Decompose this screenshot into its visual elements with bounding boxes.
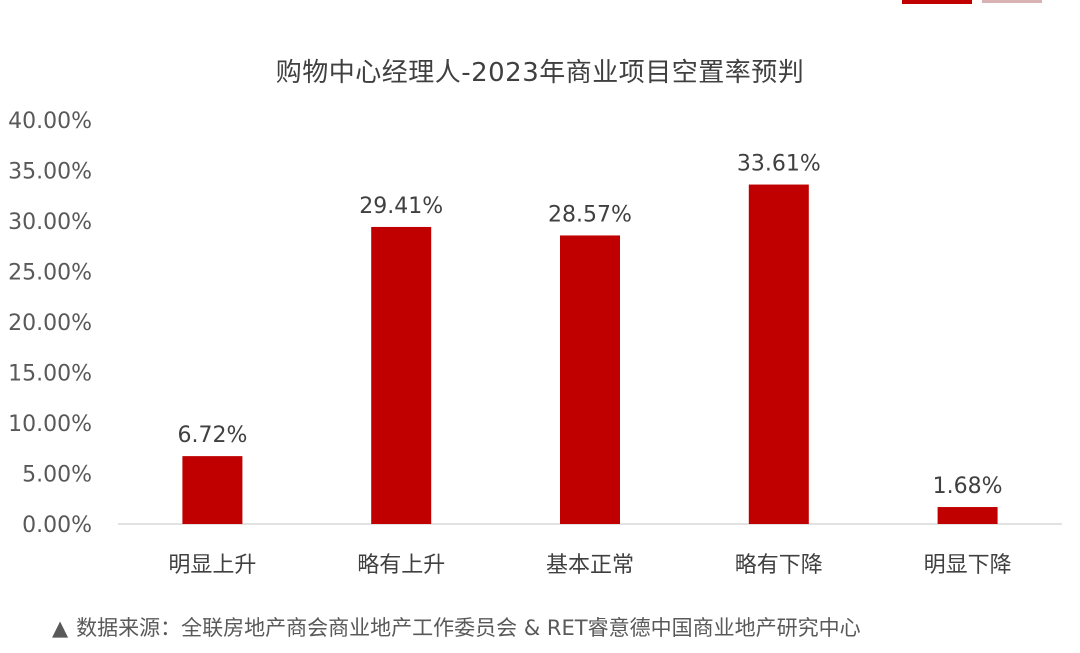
data-label: 29.41%: [359, 194, 443, 219]
y-tick-label: 0.00%: [22, 513, 92, 538]
x-category-label: 略有上升: [357, 553, 445, 578]
triangle-icon: ▲: [52, 616, 69, 640]
x-category-label: 略有下降: [735, 553, 823, 578]
y-tick-label: 35.00%: [8, 160, 92, 185]
chart-title: 购物中心经理人-2023年商业项目空置率预判: [275, 58, 805, 88]
bar-4: [748, 184, 809, 524]
x-category-labels: 明显上升 略有上升 基本正常 略有下降 明显下降: [168, 553, 1011, 578]
source-note: ▲ 数据来源：全联房地产商会商业地产工作委员会 & RET睿意德中国商业地产研究中…: [52, 612, 861, 642]
bar-3: [560, 235, 620, 524]
source-text: 数据来源：全联房地产商会商业地产工作委员会 & RET睿意德中国商业地产研究中心: [76, 616, 861, 640]
data-label: 28.57%: [548, 202, 632, 227]
y-tick-label: 25.00%: [8, 261, 92, 286]
y-tick-label: 30.00%: [8, 210, 92, 235]
x-category-label: 明显下降: [924, 553, 1012, 578]
corner-decoration: [902, 0, 1052, 6]
bar-2: [371, 226, 432, 525]
corner-bar-light: [982, 0, 1042, 3]
data-labels: 6.72% 29.41% 28.57% 33.61% 1.68%: [177, 152, 1002, 499]
bar-5: [937, 507, 998, 524]
x-category-label: 明显上升: [168, 553, 256, 578]
y-tick-label: 40.00%: [8, 109, 92, 134]
y-tick-labels: 0.00% 5.00% 10.00% 15.00% 20.00% 25.00% 30.00%…: [8, 109, 92, 538]
data-label: 6.72%: [177, 423, 247, 448]
x-category-label: 基本正常: [546, 553, 634, 578]
data-label: 1.68%: [933, 474, 1003, 499]
y-tick-label: 15.00%: [8, 362, 92, 387]
y-tick-label: 5.00%: [22, 463, 92, 488]
data-label: 33.61%: [737, 152, 821, 177]
bar-chart: 0.00% 5.00% 10.00% 15.00% 20.00% 25.00% 30.00%…: [8, 109, 1062, 578]
y-tick-label: 20.00%: [8, 311, 92, 336]
bars: [182, 184, 998, 525]
y-tick-label: 10.00%: [8, 412, 92, 437]
bar-1: [182, 456, 243, 524]
corner-bar-red: [902, 0, 972, 4]
